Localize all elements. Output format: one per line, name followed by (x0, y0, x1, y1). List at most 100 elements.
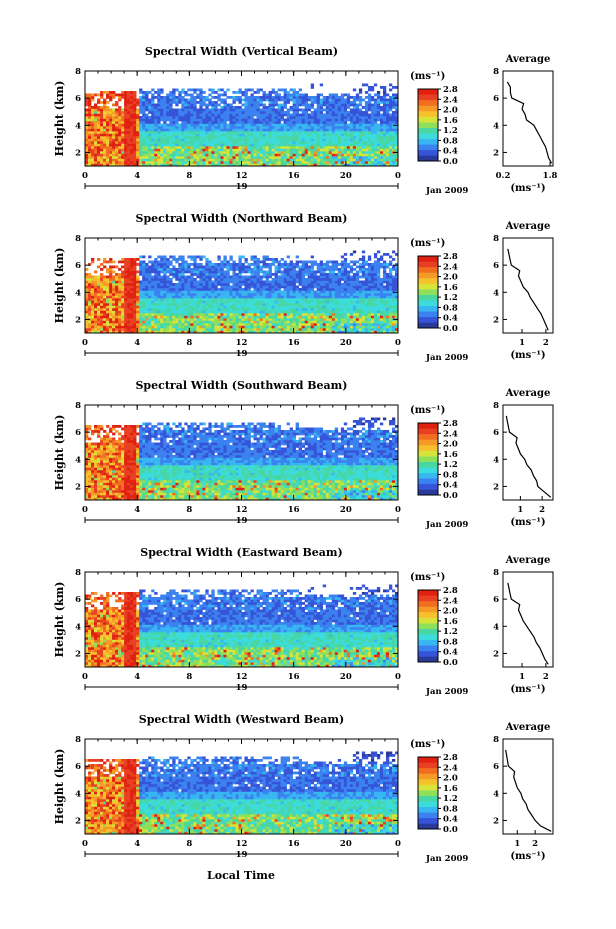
heatmap-cell (217, 283, 221, 286)
heatmap-cell (211, 111, 215, 114)
heatmap-cell (127, 156, 131, 159)
heatmap-cell (139, 156, 143, 159)
heatmap-cell (346, 128, 351, 132)
heatmap-cell (103, 305, 107, 309)
heatmap-cell (226, 118, 230, 122)
heatmap-cell (154, 310, 158, 314)
heatmap-cell (280, 313, 284, 316)
heatmap-cell (205, 128, 209, 132)
heatmap-cell (262, 138, 266, 142)
heatmap-cell (181, 318, 185, 321)
heatmap-cell (154, 275, 158, 279)
heatmap-cell (178, 278, 182, 281)
heatmap-cell (265, 303, 269, 306)
heatmap-cell (175, 330, 179, 334)
heatmap-cell (196, 283, 200, 286)
heatmap-cell (184, 133, 188, 137)
heatmap-cell (190, 285, 194, 289)
heatmap-cell (325, 98, 330, 102)
heatmap-cell (259, 101, 263, 104)
heatmap-cell (322, 156, 327, 159)
heatmap-cell (259, 141, 263, 144)
heatmap-cell (208, 158, 212, 162)
heatmap-cell (154, 320, 158, 324)
heatmap-cell (190, 268, 194, 271)
heatmap-cell (190, 153, 194, 157)
heatmap-cell (202, 295, 206, 299)
heatmap-cell (388, 116, 393, 119)
heatmap-cell (172, 131, 176, 134)
heatmap-cell (175, 126, 179, 129)
heatmap-cell (91, 148, 95, 152)
heatmap-cell (265, 93, 269, 97)
heatmap-cell (241, 141, 245, 144)
heatmap-cell (241, 111, 245, 114)
panel-1: Spectral Width (Vertical Beam)2468Height… (53, 45, 558, 196)
heatmap-cell (94, 148, 98, 152)
heatmap-cell (235, 91, 239, 94)
heatmap-cell (235, 96, 239, 99)
heatmap-cell (316, 116, 321, 119)
heatmap-cell (235, 128, 239, 132)
heatmap-cell (139, 300, 143, 304)
heatmap-cell (370, 126, 375, 129)
heatmap-cell (136, 258, 140, 261)
heatmap-cell (115, 298, 119, 301)
heatmap-cell (211, 305, 215, 309)
heatmap-cell (220, 158, 224, 162)
heatmap-cell (103, 308, 107, 311)
heatmap-cell (199, 126, 203, 129)
heatmap-cell (331, 111, 336, 114)
heatmap-cell (223, 163, 227, 167)
heatmap-cell (286, 293, 290, 296)
heatmap-cell (271, 111, 275, 114)
heatmap-cell (256, 280, 260, 284)
heatmap-cell (289, 113, 293, 117)
heatmap-cell (85, 285, 89, 289)
heatmap-cell (220, 133, 224, 137)
heatmap-cell (208, 113, 212, 117)
heatmap-cell (142, 116, 146, 119)
heatmap-cell (142, 328, 146, 331)
heatmap-cell (118, 128, 122, 132)
heatmap-cell (190, 313, 194, 316)
heatmap-cell (217, 161, 221, 164)
heatmap-cell (250, 285, 254, 289)
heatmap-cell (289, 136, 293, 139)
heatmap-cell (181, 103, 185, 107)
heatmap-cell (100, 313, 104, 316)
heatmap-cell (145, 300, 149, 304)
heatmap-cell (250, 88, 254, 92)
heatmap-cell (364, 163, 369, 167)
heatmap-cell (178, 310, 182, 314)
heatmap-cell (301, 113, 305, 117)
heatmap-cell (124, 91, 128, 94)
heatmap-cell (370, 113, 375, 117)
heatmap-cell (325, 151, 330, 154)
heatmap-cell (121, 288, 125, 291)
heatmap-cell (256, 290, 260, 294)
heatmap-cell (283, 293, 287, 296)
heatmap-cell (184, 323, 188, 326)
x-tick-label: 12 (236, 171, 248, 181)
heatmap-cell (199, 323, 203, 326)
heatmap-cell (238, 88, 242, 92)
heatmap-cell (253, 118, 257, 122)
heatmap-cell (91, 258, 95, 261)
heatmap-cell (124, 121, 128, 124)
heatmap-cell (202, 313, 206, 316)
heatmap-cell (355, 106, 360, 109)
heatmap-cell (229, 315, 233, 319)
heatmap-cell (238, 330, 242, 334)
heatmap-cell (175, 268, 179, 271)
heatmap-cell (343, 123, 348, 127)
heatmap-cell (283, 328, 287, 331)
heatmap-cell (196, 131, 200, 134)
heatmap-cell (370, 138, 375, 142)
average-x-label: (ms⁻¹) (510, 183, 545, 194)
heatmap-cell (382, 153, 387, 157)
heatmap-cell (232, 290, 236, 294)
heatmap-cell (100, 310, 104, 314)
heatmap-cell (304, 148, 309, 152)
heatmap-cell (220, 121, 224, 124)
